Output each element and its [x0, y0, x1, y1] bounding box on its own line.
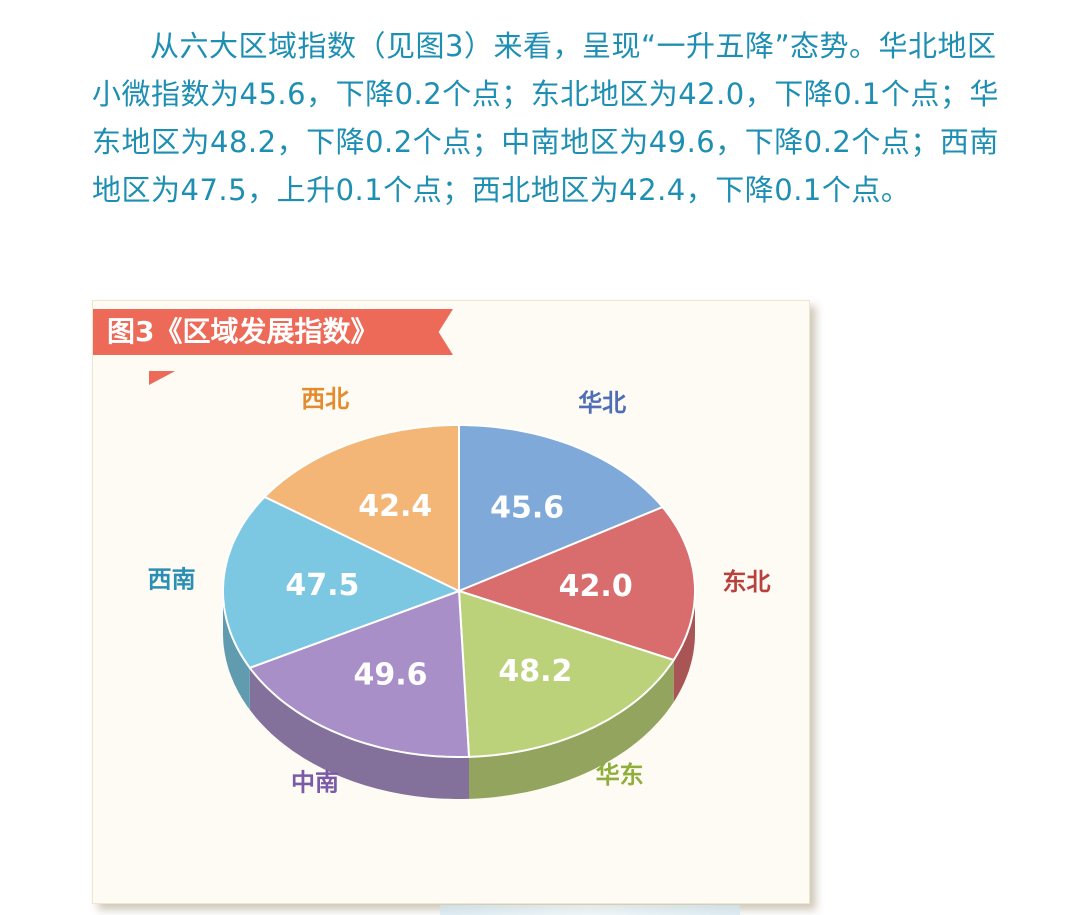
category-label-3: 中南	[291, 769, 339, 797]
pie-side-2	[469, 660, 674, 799]
figure-title-banner: 图3《区域发展指数》	[93, 309, 453, 355]
next-figure-edge	[440, 905, 740, 915]
value-label-1: 42.0	[559, 569, 633, 604]
article-paragraph: 从六大区域指数（见图3）来看，呈现“一升五降”态势。华北地区小微指数为45.6，…	[92, 29, 999, 207]
pie-side-4	[223, 591, 250, 710]
category-label-1: 东北	[723, 568, 771, 596]
category-label-2: 华东	[596, 761, 644, 789]
category-label-0: 华北	[578, 389, 626, 417]
pie-slice-3	[248, 589, 471, 758]
chart-figure: 图3《区域发展指数》 45.6 华北 42.0 东北 48.2 华东 49.6 中南 47.5 西…	[92, 300, 810, 904]
pie-slice-5	[262, 424, 460, 593]
pie-slice-1	[456, 505, 696, 662]
value-label-2: 48.2	[498, 654, 572, 689]
value-label-0: 45.6	[490, 491, 564, 526]
pie-chart: 45.6 华北 42.0 东北 48.2 华东 49.6 中南 47.5 西南 42.4 西北	[148, 385, 771, 799]
pie-slice-4	[222, 495, 462, 669]
category-label-4: 西南	[148, 566, 196, 594]
value-label-3: 49.6	[353, 657, 427, 692]
category-label-5: 西北	[301, 385, 349, 413]
pie-slice-0	[458, 424, 665, 593]
pie-side-1	[673, 591, 695, 702]
figure-title: 图3《区域发展指数》	[107, 315, 379, 348]
pie-slice-2	[457, 589, 676, 758]
value-label-4: 47.5	[285, 568, 359, 603]
value-label-5: 42.4	[358, 489, 432, 524]
pie-side-walls	[223, 591, 695, 799]
pie-side-3	[249, 667, 469, 799]
